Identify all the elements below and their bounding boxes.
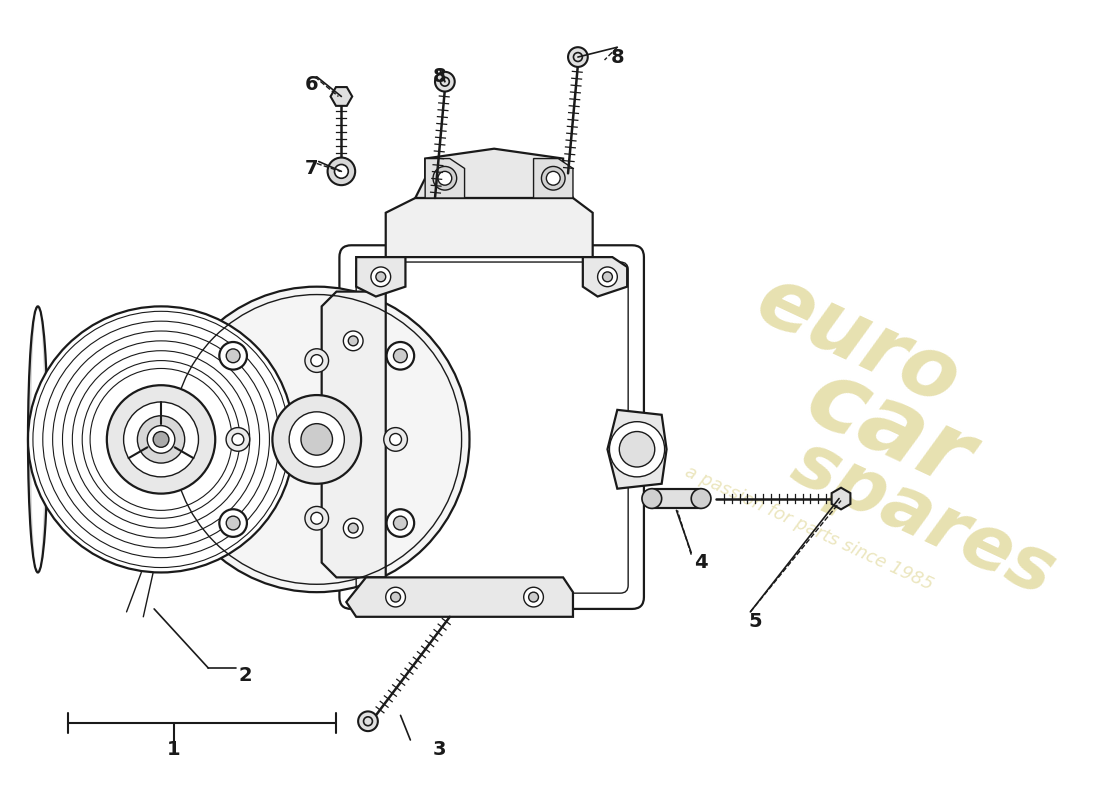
Circle shape: [376, 272, 386, 282]
Circle shape: [394, 516, 407, 530]
Circle shape: [434, 72, 454, 91]
Circle shape: [311, 512, 322, 524]
Text: 6: 6: [305, 75, 319, 94]
Polygon shape: [652, 489, 701, 509]
Circle shape: [386, 510, 415, 537]
Circle shape: [343, 518, 363, 538]
Text: 2: 2: [239, 666, 253, 686]
Circle shape: [147, 426, 175, 454]
Circle shape: [619, 431, 654, 467]
Circle shape: [164, 286, 470, 592]
Circle shape: [390, 592, 400, 602]
Circle shape: [359, 711, 377, 731]
Polygon shape: [832, 488, 850, 510]
FancyBboxPatch shape: [340, 246, 644, 609]
Polygon shape: [321, 291, 386, 578]
Ellipse shape: [28, 306, 47, 573]
Text: 7: 7: [305, 159, 319, 178]
Circle shape: [642, 489, 662, 509]
Circle shape: [547, 171, 560, 185]
Polygon shape: [386, 198, 593, 257]
Circle shape: [349, 336, 359, 346]
Text: 5: 5: [748, 612, 762, 631]
Circle shape: [433, 166, 456, 190]
Circle shape: [343, 331, 363, 350]
Polygon shape: [583, 257, 627, 297]
Circle shape: [371, 267, 390, 286]
Circle shape: [28, 306, 294, 573]
Circle shape: [227, 516, 240, 530]
Polygon shape: [425, 158, 464, 198]
Text: a passion for parts since 1985: a passion for parts since 1985: [682, 462, 936, 594]
Text: car: car: [791, 351, 986, 508]
Circle shape: [328, 158, 355, 185]
Polygon shape: [416, 149, 573, 198]
Polygon shape: [356, 257, 406, 297]
Polygon shape: [346, 578, 573, 617]
Circle shape: [227, 349, 240, 362]
Circle shape: [541, 166, 565, 190]
Circle shape: [529, 592, 539, 602]
Text: 4: 4: [694, 553, 708, 572]
Circle shape: [394, 349, 407, 362]
Circle shape: [232, 434, 244, 446]
Text: spares: spares: [780, 426, 1066, 611]
Circle shape: [301, 424, 332, 455]
Polygon shape: [534, 158, 573, 198]
Circle shape: [597, 267, 617, 286]
Ellipse shape: [31, 310, 45, 570]
Circle shape: [438, 171, 452, 185]
Circle shape: [386, 342, 415, 370]
Circle shape: [384, 427, 407, 451]
Circle shape: [289, 412, 344, 467]
Circle shape: [153, 431, 169, 447]
Circle shape: [273, 395, 361, 484]
Text: 8: 8: [433, 67, 447, 86]
Circle shape: [691, 489, 711, 509]
Circle shape: [311, 354, 322, 366]
Circle shape: [305, 349, 329, 373]
Circle shape: [219, 342, 246, 370]
Circle shape: [349, 523, 359, 533]
Circle shape: [334, 165, 349, 178]
Circle shape: [123, 402, 198, 477]
Polygon shape: [607, 410, 667, 489]
Circle shape: [227, 427, 250, 451]
Circle shape: [524, 587, 543, 607]
Circle shape: [389, 434, 402, 446]
Circle shape: [609, 422, 664, 477]
Text: 3: 3: [433, 740, 447, 759]
Circle shape: [138, 416, 185, 463]
Polygon shape: [330, 87, 352, 106]
Circle shape: [568, 47, 587, 67]
Text: 1: 1: [167, 740, 180, 759]
Text: 8: 8: [610, 47, 624, 66]
Circle shape: [305, 506, 329, 530]
Circle shape: [603, 272, 613, 282]
Text: euro: euro: [745, 259, 974, 423]
Circle shape: [219, 510, 246, 537]
Circle shape: [386, 587, 406, 607]
Circle shape: [107, 386, 216, 494]
